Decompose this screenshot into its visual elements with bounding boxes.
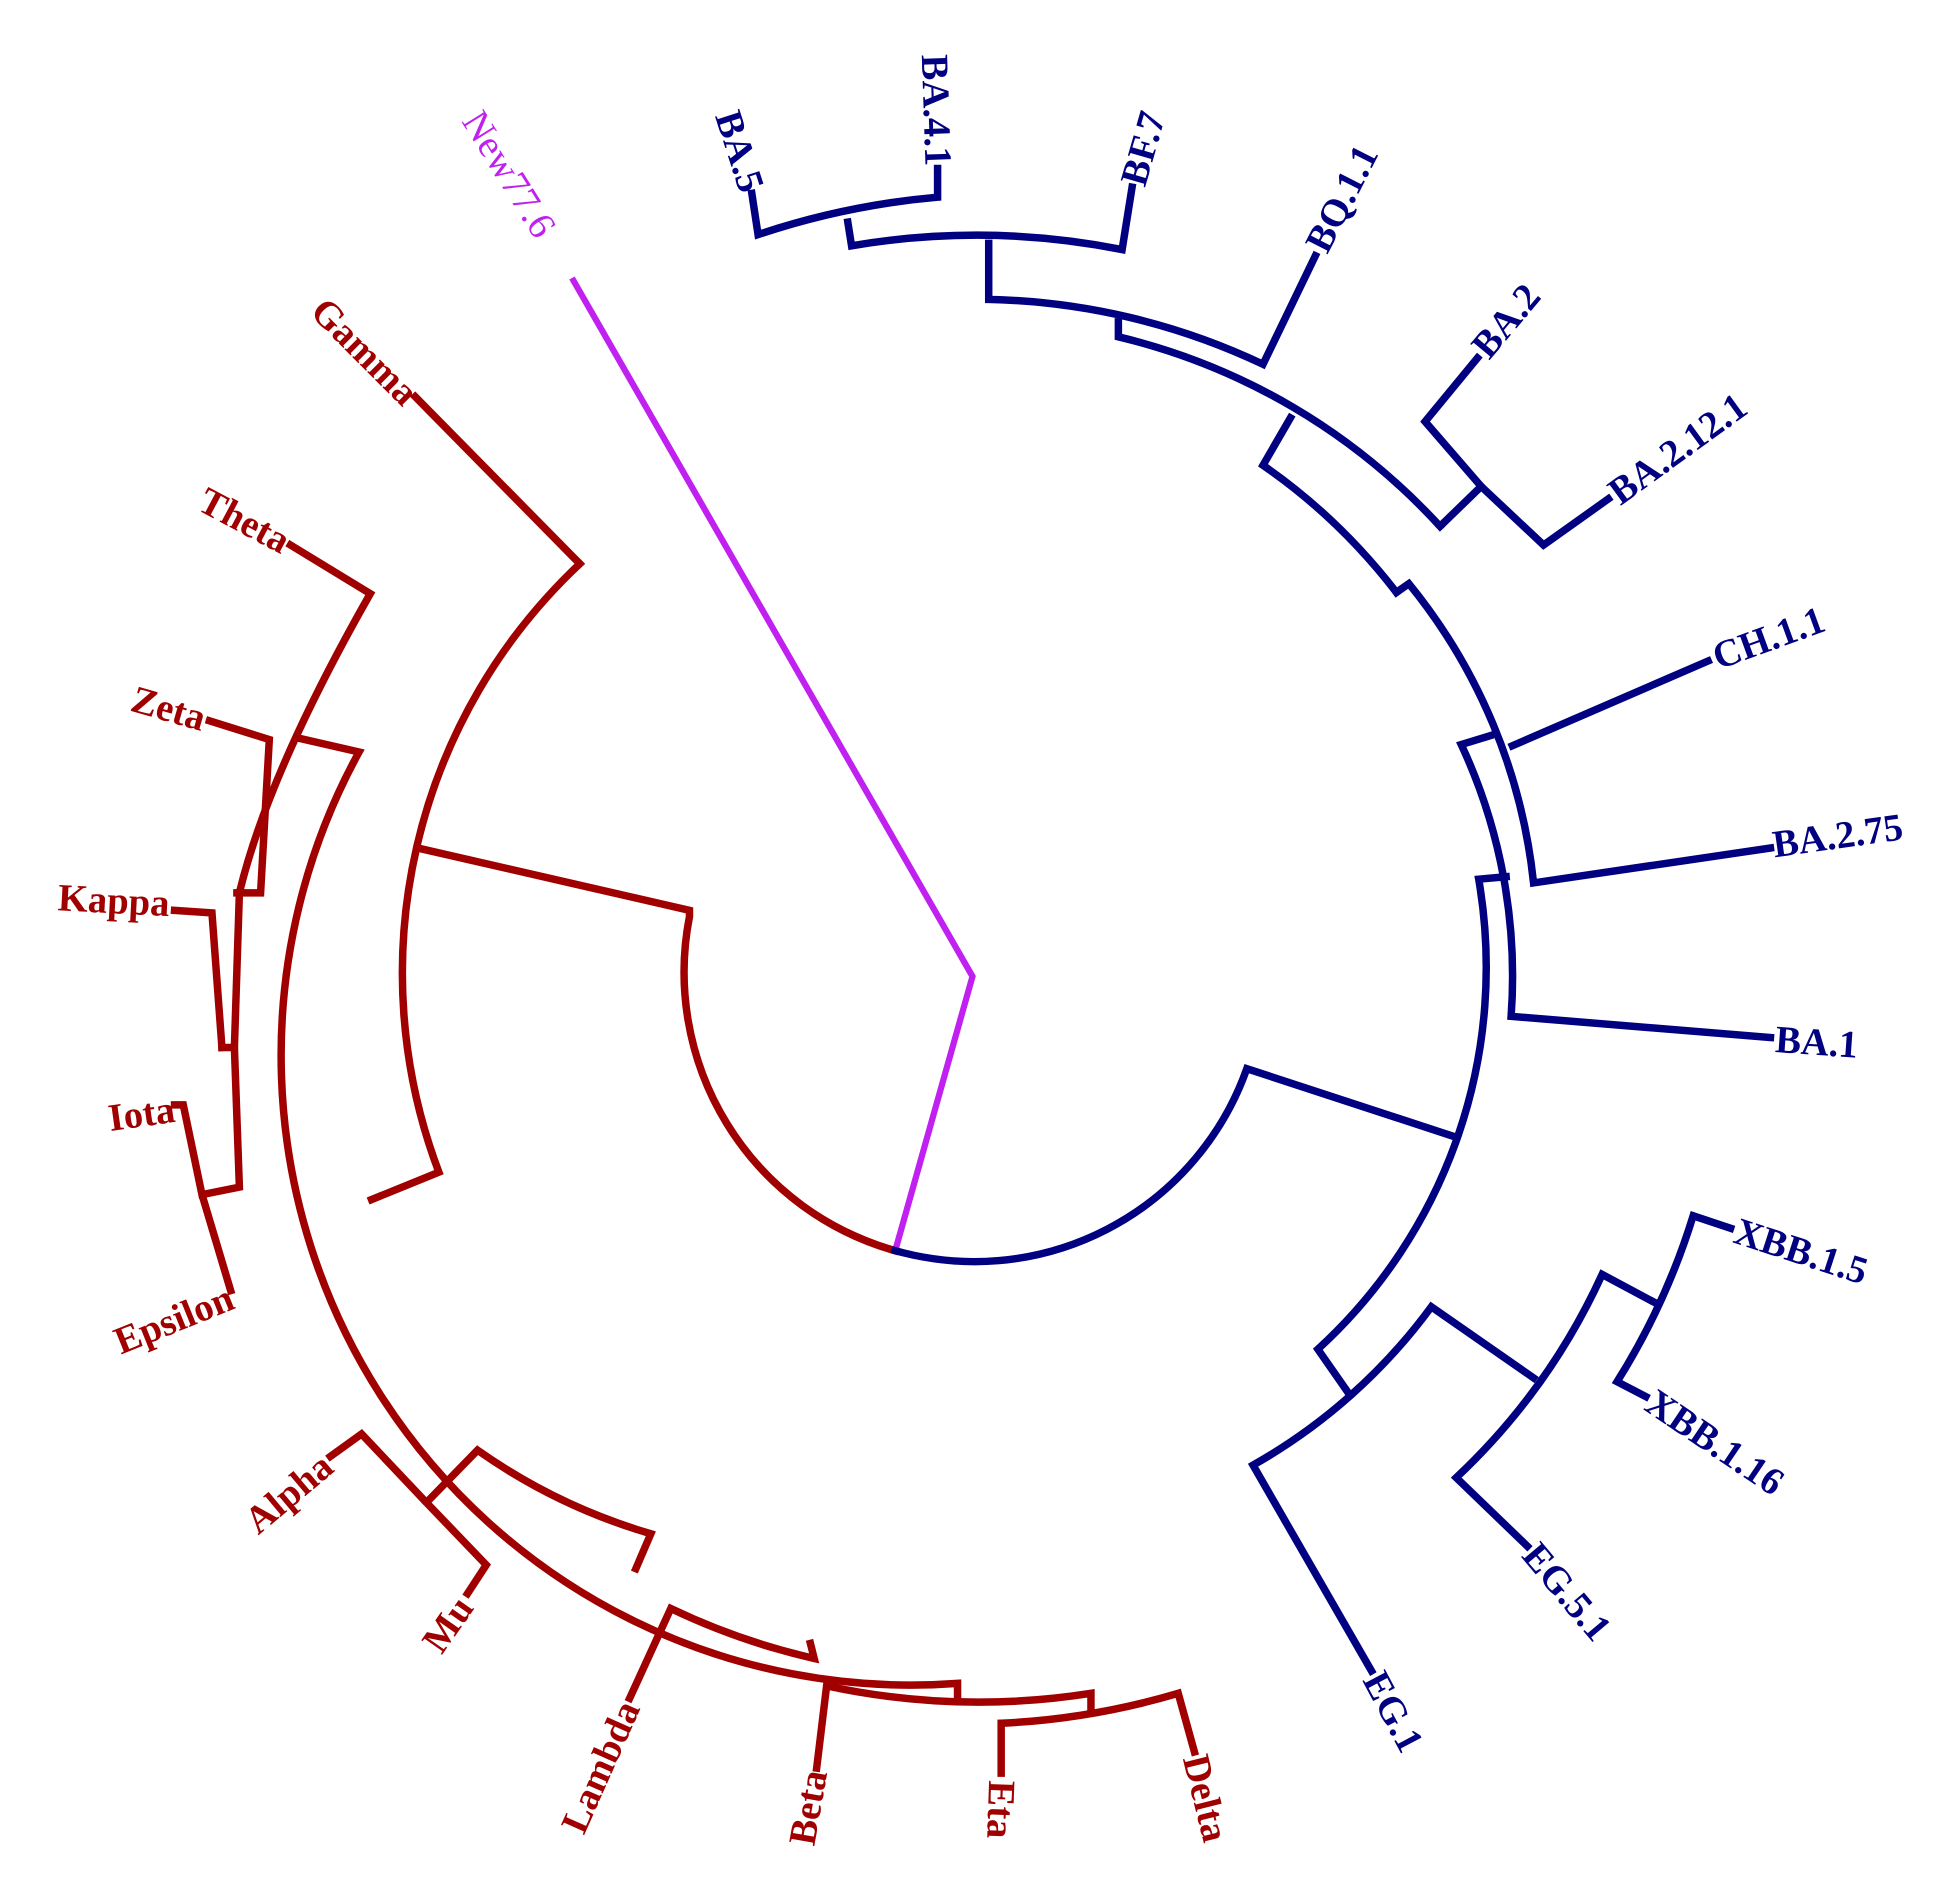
leaf-label: BA.2.75 xyxy=(1770,806,1906,866)
branch-blue-root-arc xyxy=(890,1063,1461,1266)
branch-beta xyxy=(812,1681,1095,1773)
leaf-label: Delta xyxy=(1174,1751,1236,1847)
leaf-label: EG.1 xyxy=(1354,1665,1431,1760)
leaf-label: XBB.1.5 xyxy=(1729,1211,1873,1293)
leaf-label: CH.1.1 xyxy=(1707,599,1830,678)
leaf-label: Beta xyxy=(782,1767,836,1848)
leaf-label: EG.5.1 xyxy=(1514,1535,1619,1649)
branch-theta xyxy=(218,539,376,1052)
branch-main-blue-arc xyxy=(1312,872,1511,1396)
query-leaf-label: New77.6 xyxy=(453,104,563,245)
leaf-label: BA.2.12.1 xyxy=(1601,385,1755,513)
branch-ba2-clade xyxy=(1420,352,1614,550)
leaf-label: BA.1 xyxy=(1774,1019,1859,1067)
leaf-label: BQ.1.1 xyxy=(1298,139,1387,259)
branch-main-red-arc xyxy=(277,733,962,1705)
leaf-label: Eta xyxy=(978,1780,1022,1839)
branch-alpha-mu xyxy=(325,1429,656,1599)
branch-bq11 xyxy=(984,239,1321,370)
branch-ba41-ba5 xyxy=(747,164,942,240)
branch-red-root-arc xyxy=(413,843,900,1256)
branch-eg1 xyxy=(1247,1301,1539,1676)
branch-ba1 xyxy=(1456,731,1775,1042)
branch-xbb xyxy=(1611,1211,1736,1402)
branch-zeta xyxy=(204,716,274,897)
leaf-label: Epsilon xyxy=(109,1277,240,1363)
leaf-label: BF.7 xyxy=(1113,107,1174,190)
branch-ba275-ch11 xyxy=(1391,578,1775,888)
leaf-label: Lambda xyxy=(554,1695,649,1840)
branch-eta-delta xyxy=(997,1688,1200,1777)
leaf-label: Zeta xyxy=(126,679,210,740)
leaf-label: BA.4.1 xyxy=(913,54,959,167)
branch-iota-epsilon xyxy=(170,1043,244,1296)
branch-gamma-arc xyxy=(366,558,586,1205)
branch-upper-arc xyxy=(1258,412,1402,598)
leaf-label: Gamma xyxy=(302,290,426,414)
leaf-label: BA.5 xyxy=(706,106,771,198)
leaf-label: Alpha xyxy=(237,1445,341,1542)
leaf-label: Mu xyxy=(415,1589,483,1661)
leaf-label: Theta xyxy=(192,480,297,562)
red-clade-branches xyxy=(170,391,1200,1777)
branch-ba2-arc xyxy=(1114,318,1487,532)
branch-lambda xyxy=(624,1603,820,1704)
leaf-label: Kappa xyxy=(57,877,171,925)
branch-bf7 xyxy=(843,182,1137,254)
leaf-label: BA.2 xyxy=(1464,276,1549,366)
leaf-label: Iota xyxy=(106,1089,178,1140)
leaf-label: XBB.1.16 xyxy=(1638,1382,1791,1504)
branch-query xyxy=(569,276,976,1255)
branch-eg51 xyxy=(1450,1269,1661,1552)
blue-leaf-labels: BA.5 BA.4.1 BF.7 BQ.1.1 BA.2 BA.2.12.1 C… xyxy=(706,54,1905,1760)
blue-clade-branches xyxy=(747,164,1775,1676)
branch-gamma xyxy=(409,391,586,570)
branch-kappa xyxy=(170,906,226,1052)
